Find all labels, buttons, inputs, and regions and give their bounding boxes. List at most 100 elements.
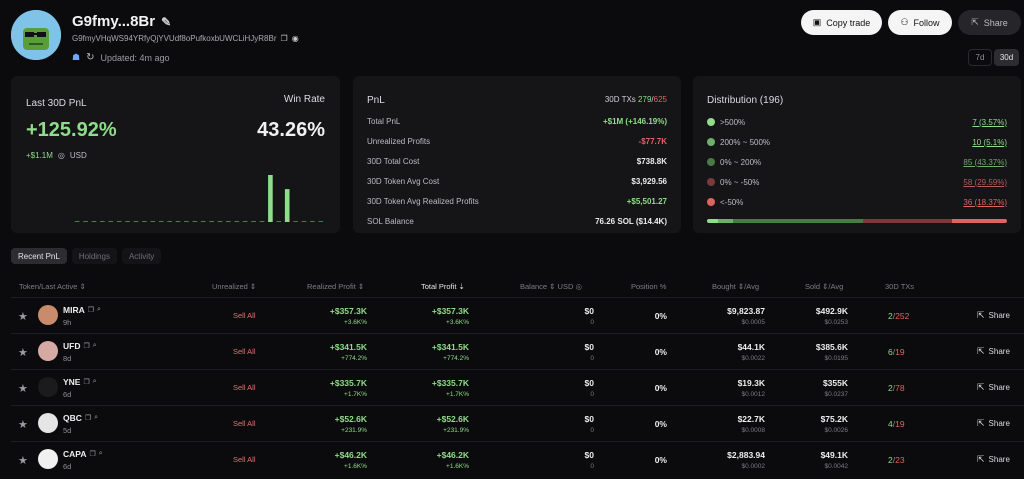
search-icon[interactable]: ⌕: [92, 378, 97, 385]
th-realized[interactable]: Realized Profit ⇕: [307, 282, 365, 291]
token-avatar[interactable]: [38, 413, 58, 433]
star-icon[interactable]: ★: [18, 347, 28, 359]
follow-label: Follow: [913, 17, 940, 28]
distribution-value[interactable]: 85 (43.37%): [963, 157, 1007, 167]
star-icon[interactable]: ★: [18, 419, 28, 431]
sell-all-button[interactable]: Sell All: [233, 455, 256, 464]
token-last-active: 5d: [63, 426, 72, 435]
distribution-segment: [717, 219, 733, 223]
sell-all-button[interactable]: Sell All: [233, 347, 256, 356]
sell-all-button[interactable]: Sell All: [233, 311, 256, 320]
tab-activity[interactable]: Activity: [121, 248, 162, 264]
copy-trade-button[interactable]: ▣ Copy trade: [801, 10, 882, 35]
avatar[interactable]: [11, 10, 61, 60]
th-total[interactable]: Total Profit ⇣: [421, 282, 465, 291]
row-share-button[interactable]: ⇱ Share: [977, 346, 1010, 357]
share-icon: ⇱: [977, 346, 985, 356]
pnl-bar-empty: [242, 221, 248, 222]
share-icon: ⇱: [977, 310, 985, 320]
total-profit-pct: +1.7K%: [446, 391, 469, 398]
sold-avg: $0.0237: [824, 391, 849, 398]
usd-label: USD: [69, 151, 87, 160]
sell-all-button[interactable]: Sell All: [233, 419, 256, 428]
tab-holdings[interactable]: Holdings: [71, 248, 117, 264]
row-share-button[interactable]: ⇱ Share: [977, 454, 1010, 465]
share-icon: ⇱: [971, 17, 979, 27]
distribution-label-wrap: 0% ~ -50%: [707, 178, 759, 187]
balance-value: $0: [584, 414, 594, 424]
pnl-bar-empty: [276, 221, 282, 222]
star-icon[interactable]: ★: [18, 383, 28, 395]
token-name-row[interactable]: MIRA ❐ ⌕: [63, 305, 101, 315]
distribution-segment: [733, 219, 864, 223]
tx-count: 30D TXs 279/625: [605, 95, 667, 104]
token-name: MIRA: [63, 305, 85, 315]
row-share-button[interactable]: ⇱ Share: [977, 382, 1010, 393]
edit-icon[interactable]: ✎: [161, 14, 172, 29]
row-share-button[interactable]: ⇱ Share: [977, 418, 1010, 429]
copy-icon[interactable]: ❐: [84, 415, 92, 422]
pnl-detail-key: 30D Token Avg Realized Profits: [367, 196, 479, 206]
token-avatar[interactable]: [38, 377, 58, 397]
distribution-label: <-50%: [720, 197, 744, 207]
wallet-address-row: G9fmyVHqWS94YRfyQjYVUdf8oPufkoxbUWCLiHJy…: [72, 34, 299, 43]
share-button[interactable]: ⇱ Share: [958, 10, 1021, 35]
copy-icon[interactable]: ❐: [89, 451, 96, 458]
bought-value: $19.3K: [737, 378, 765, 388]
th-unrealized[interactable]: Unrealized ⇕: [212, 282, 257, 291]
distribution-value[interactable]: 58 (29.59%): [963, 177, 1007, 187]
search-icon[interactable]: ⌕: [97, 306, 101, 313]
token-name: CAPA: [63, 449, 87, 459]
explorer-icon[interactable]: ◉: [291, 34, 299, 43]
row-share-button[interactable]: ⇱ Share: [977, 310, 1010, 321]
range-7d-button[interactable]: 7d: [968, 49, 992, 66]
search-icon[interactable]: ⌕: [92, 342, 97, 349]
distribution-value[interactable]: 7 (3.57%): [972, 117, 1007, 127]
tx-count-cell: 2/252: [888, 311, 909, 321]
token-avatar[interactable]: [38, 341, 58, 361]
refresh-icon[interactable]: ↻: [86, 52, 95, 63]
tx-sep: /: [651, 95, 654, 104]
distribution-label: 0% ~ 200%: [720, 157, 762, 167]
copy-icon[interactable]: ❐: [83, 343, 90, 350]
star-icon[interactable]: ★: [18, 311, 28, 323]
range-30d-label: 30d: [999, 53, 1014, 62]
realized-profit: +$46.2K: [334, 450, 367, 460]
token-name-row[interactable]: UFD ❐ ⌕: [63, 341, 97, 351]
follow-button[interactable]: ⚇ Follow: [888, 10, 952, 35]
usd-toggle-icon[interactable]: ◎: [57, 151, 65, 160]
copy-icon[interactable]: ❐: [87, 307, 95, 314]
tab-recent-pnl[interactable]: Recent PnL: [11, 248, 67, 264]
th-sold[interactable]: Sold ⇕/Avg: [805, 282, 844, 291]
token-avatar[interactable]: [38, 449, 58, 469]
sell-all-button[interactable]: Sell All: [233, 383, 256, 392]
token-name-row[interactable]: CAPA ❐ ⌕: [63, 449, 103, 459]
distribution-value[interactable]: 10 (5.1%): [972, 137, 1007, 147]
copy-icon[interactable]: ❐: [83, 379, 90, 386]
th-balance[interactable]: Balance ⇕ USD ◎: [520, 282, 583, 291]
total-profit-pct: +774.2%: [443, 355, 469, 362]
th-token[interactable]: Token/Last Active ⇕: [19, 282, 86, 291]
share-icon: ⇱: [977, 382, 985, 392]
sold-avg: $0.0253: [824, 319, 849, 326]
token-name-row[interactable]: YNE ❐ ⌕: [63, 377, 97, 387]
copy-icon[interactable]: ❐: [280, 34, 288, 43]
search-icon[interactable]: ⌕: [98, 450, 103, 457]
total-profit-pct: +1.6K%: [446, 463, 469, 470]
profile-header: G9fmy...8Br ✎ G9fmyVHqWS94YRfyQjYVUdf8oP…: [0, 0, 1024, 74]
tx-buy-count: 2: [888, 455, 893, 465]
bought-value: $44.1K: [737, 342, 765, 352]
range-30d-button[interactable]: 30d: [994, 49, 1019, 66]
search-icon[interactable]: ⌕: [94, 414, 99, 421]
realized-profit: +$357.3K: [329, 306, 367, 316]
realized-profit: +$335.7K: [329, 378, 367, 388]
th-bought[interactable]: Bought ⇕/Avg: [712, 282, 760, 291]
balance-value: $0: [584, 378, 594, 388]
share-icon: ⇱: [977, 454, 985, 464]
bought-avg: $0.0012: [741, 391, 766, 398]
distribution-value[interactable]: 36 (18.37%): [963, 197, 1007, 207]
token-name-row[interactable]: QBC ❐ ⌕: [63, 413, 98, 423]
star-icon[interactable]: ★: [18, 455, 28, 467]
distribution-title: Distribution (196): [707, 95, 784, 106]
token-avatar[interactable]: [38, 305, 58, 325]
